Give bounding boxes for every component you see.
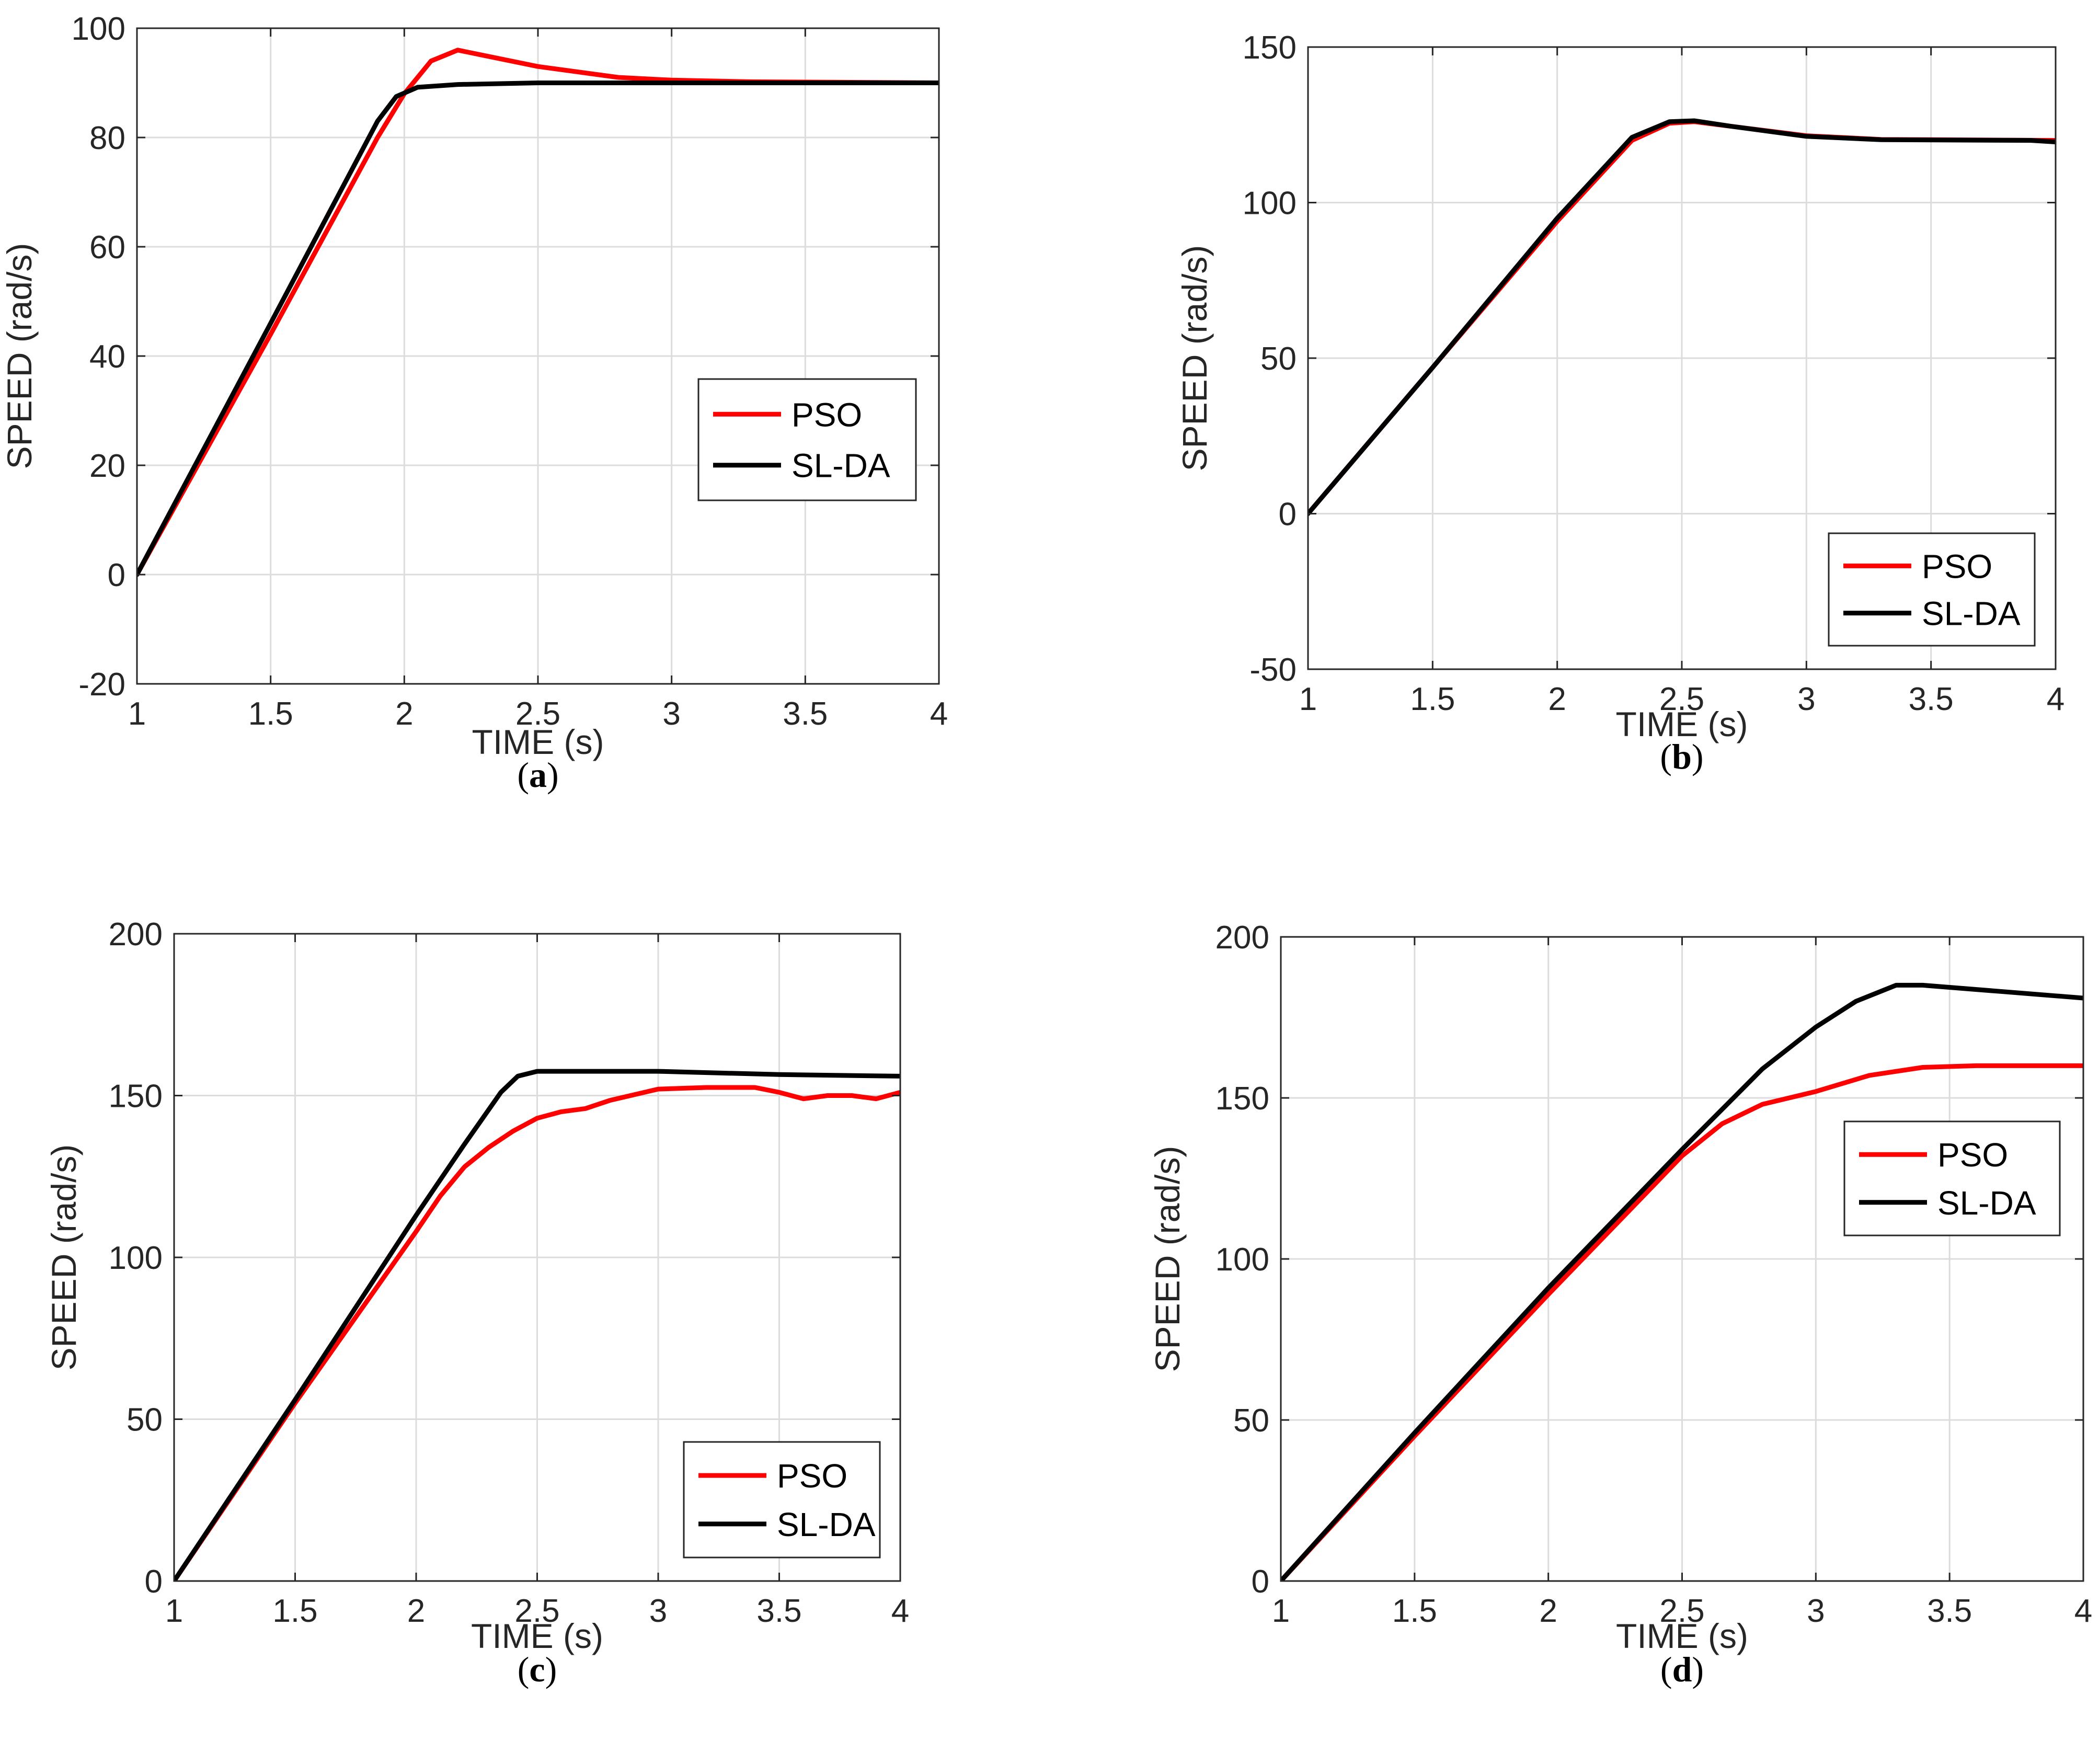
x-tick-label: 2 (1539, 1593, 1557, 1629)
x-tick-label: 4 (930, 696, 948, 732)
legend-box (697, 378, 917, 501)
y-tick-label: 60 (89, 230, 125, 266)
y-tick-label: 100 (1215, 1242, 1269, 1278)
x-axis-label: TIME (s) (1616, 1617, 1748, 1655)
x-axis-label: TIME (s) (471, 1617, 603, 1655)
x-axis-label: TIME (s) (472, 723, 604, 761)
y-tick-label: -50 (1249, 652, 1297, 688)
x-tick-label: 3 (662, 696, 680, 732)
legend: PSO SL-DA (1843, 1120, 2061, 1236)
x-tick-label: 3.5 (783, 696, 828, 732)
series-line-sl-da (1281, 982, 2083, 1581)
x-tick-label: 1 (1272, 1593, 1290, 1629)
y-axis-label: SPEED (rad/s) (1148, 1146, 1187, 1372)
y-tick-label: 150 (1215, 1081, 1269, 1117)
x-tick-label: 2 (1548, 681, 1566, 717)
legend-box (1843, 1120, 2061, 1236)
legend-label-sl-da: SL-DA (1922, 595, 2021, 633)
legend: PSO SL-DA (697, 378, 917, 501)
x-tick-label: 3.5 (1909, 681, 1954, 717)
x-tick-label: 4 (891, 1593, 909, 1629)
y-tick-label: 100 (109, 1240, 163, 1276)
x-tick-label: 3 (1807, 1593, 1825, 1629)
x-tick-label: 3 (649, 1593, 667, 1629)
y-tick-label: 100 (1243, 186, 1297, 222)
y-tick-label: 20 (89, 448, 125, 484)
chart-panel-c: 1 1.5 2 2.5 3 3.5 4 0 50 100 150 200 TIME (s) SPEED (… (44, 917, 909, 1689)
legend-label-pso: PSO (1937, 1136, 2008, 1174)
y-tick-label: 150 (1243, 30, 1297, 66)
x-tick-label: 1.5 (1392, 1593, 1437, 1629)
y-tick-label: 200 (109, 917, 163, 953)
y-tick-label: 0 (1252, 1564, 1269, 1600)
y-tick-label: 40 (89, 339, 125, 375)
y-axis-label: SPEED (rad/s) (0, 243, 39, 469)
y-tick-label: 150 (109, 1079, 163, 1115)
x-tick-label: 1.5 (272, 1593, 317, 1629)
x-tick-label: 3.5 (756, 1593, 801, 1629)
legend-box (683, 1441, 881, 1559)
y-tick-label: 50 (1233, 1403, 1269, 1439)
x-tick-label: 4 (2074, 1593, 2092, 1629)
x-tick-label: 2.5 (514, 1593, 559, 1629)
x-tick-label: 2 (395, 696, 413, 732)
legend-box (1828, 532, 2036, 647)
y-tick-label: 100 (72, 11, 125, 47)
x-tick-label: 4 (2047, 681, 2064, 717)
y-tick-label: -20 (78, 667, 125, 703)
series-line-sl-da (174, 1069, 900, 1581)
series-line-sl-da (137, 81, 939, 577)
y-tick-label: 80 (89, 120, 125, 156)
y-tick-label: 0 (108, 557, 125, 593)
legend-label-pso: PSO (1922, 547, 1992, 585)
y-tick-label: 0 (145, 1564, 163, 1600)
chart-panel-b: 1 1.5 2 2.5 3 3.5 4 -50 0 50 100 150 TIME (s) SPEED (… (1175, 30, 2064, 776)
legend-label-pso: PSO (777, 1457, 847, 1495)
y-axis-label: SPEED (rad/s) (1175, 245, 1214, 472)
series-line-sl-da (1308, 118, 2056, 516)
x-tick-label: 2.5 (1659, 1593, 1704, 1629)
x-tick-label: 2 (407, 1593, 425, 1629)
x-tick-label: 2.5 (1659, 681, 1704, 717)
y-tick-label: 50 (1260, 341, 1297, 377)
panel-caption: (b) (1660, 737, 1703, 776)
legend: PSO SL-DA (1828, 532, 2036, 647)
y-tick-label: 50 (127, 1402, 163, 1438)
panel-caption: (a) (517, 755, 558, 795)
chart-panel-d: 1 1.5 2 2.5 3 3.5 4 0 50 100 150 200 TIME (s) SPEED (… (1148, 920, 2092, 1689)
y-axis-label: SPEED (rad/s) (44, 1144, 83, 1371)
x-tick-label: 3 (1797, 681, 1815, 717)
x-tick-label: 3.5 (1927, 1593, 1972, 1629)
x-tick-label: 1 (1299, 681, 1317, 717)
x-tick-label: 1 (165, 1593, 183, 1629)
y-tick-label: 200 (1215, 920, 1269, 956)
y-tick-label: 0 (1279, 497, 1297, 533)
legend-label-sl-da: SL-DA (777, 1506, 876, 1543)
legend-label-sl-da: SL-DA (1937, 1184, 2036, 1222)
chart-panel-a: 1 1.5 2 2.5 3 3.5 4 -20 0 20 40 60 80 100 TIME (s) SPEE… (0, 11, 948, 795)
series-line-pso (174, 1085, 900, 1581)
x-tick-label: 1.5 (248, 696, 293, 732)
panel-caption: (c) (518, 1650, 557, 1689)
series-line-pso (1281, 1063, 2083, 1581)
series-line-pso (137, 48, 939, 577)
legend: PSO SL-DA (683, 1441, 881, 1559)
legend-label-pso: PSO (792, 396, 862, 433)
x-tick-label: 1.5 (1410, 681, 1455, 717)
x-tick-label: 1 (128, 696, 146, 732)
x-axis-label: TIME (s) (1616, 705, 1748, 743)
legend-label-sl-da: SL-DA (792, 447, 890, 485)
x-tick-label: 2.5 (515, 696, 560, 732)
panel-caption: (d) (1660, 1650, 1704, 1689)
